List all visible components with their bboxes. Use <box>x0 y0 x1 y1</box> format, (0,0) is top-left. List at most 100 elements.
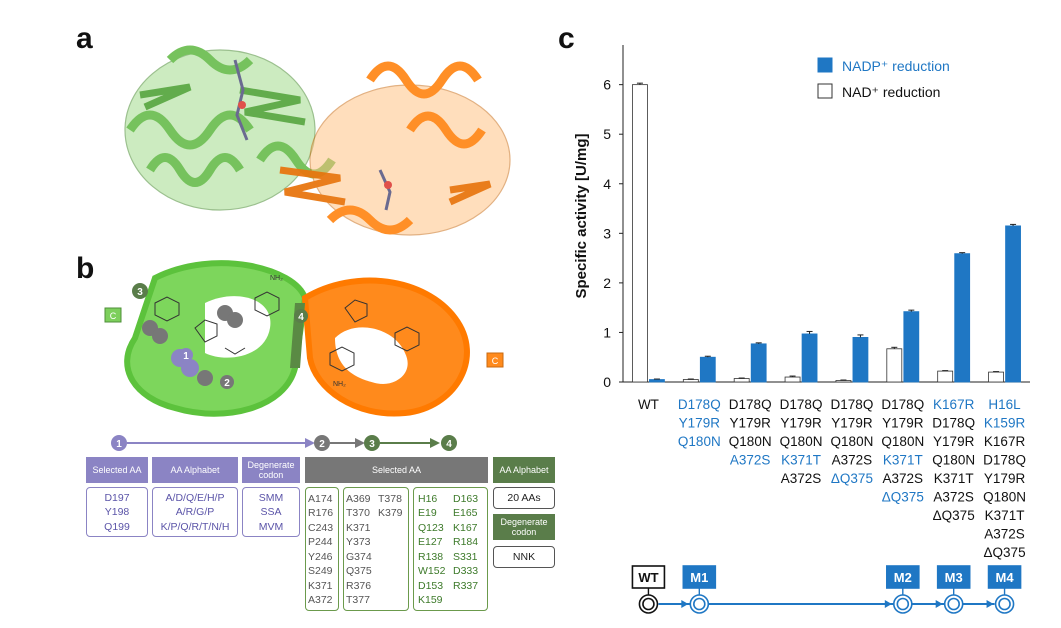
variant-mutation-label: Y179R <box>882 416 924 431</box>
legend-nad-swatch <box>817 83 833 99</box>
step4-residue: E127 <box>418 536 443 549</box>
lineage-node-inner <box>947 597 960 611</box>
step2-residue: C243 <box>308 521 334 534</box>
c-terminus-right-label: C <box>492 356 499 366</box>
step2-residue: A372 <box>308 594 333 607</box>
step4-residue: H16 <box>418 493 438 505</box>
variant-mutation-label: A372S <box>832 453 873 468</box>
header-degenerate-codon-right: Degenerate codon <box>493 514 555 540</box>
lineage-badge <box>886 565 920 589</box>
y-tick-label: 2 <box>603 275 611 291</box>
lineage-node-inner <box>693 597 706 611</box>
variant-mutation-label: D178Q <box>983 453 1026 468</box>
step1-selected-aa: D197 <box>104 492 130 504</box>
lineage-node-inner <box>998 597 1011 611</box>
nadp-bar <box>903 311 920 383</box>
step4-residue: R184 <box>453 536 479 549</box>
step2-residue: K371 <box>308 579 333 592</box>
step2-box: A174 R176 C243 P244 Y246 S249 K371 A372 <box>305 487 339 611</box>
variant-mutation-label: D178Q <box>729 397 772 412</box>
variant-mutation-label: K167R <box>984 434 1026 449</box>
variant-mutation-label: D178Q <box>881 397 924 412</box>
lineage-badge-label: M4 <box>996 570 1015 585</box>
chart-legend: NADP⁺ reduction NAD⁺ reduction <box>817 57 950 100</box>
step-3-label: 3 <box>369 439 375 450</box>
step-2-circle <box>314 435 330 451</box>
step-1-label: 1 <box>116 439 122 450</box>
nad-bar <box>937 370 954 383</box>
codon-nnk-box: NNK <box>493 546 555 568</box>
nadp-bar <box>649 379 665 383</box>
step4-residue: W152 <box>418 565 446 578</box>
variant-mutation-label: Q180N <box>983 490 1026 505</box>
y-axis-label: Specific activity [U/mg] <box>573 133 590 298</box>
step-4-label: 4 <box>446 439 452 450</box>
step4-residue: R337 <box>453 579 479 592</box>
lineage-node-inner <box>896 597 910 611</box>
chart-bars <box>632 82 1021 383</box>
lineage-arrowhead <box>681 600 689 608</box>
variant-mutation-label: K371T <box>883 453 923 468</box>
c-terminus-right-badge <box>486 352 504 368</box>
lineage-node-inner <box>642 597 655 611</box>
lineage-badge <box>682 565 717 589</box>
lineage-badge-label: M1 <box>690 570 708 585</box>
variant-mutation-label: K371T <box>934 471 974 486</box>
step1-alphabet: A/D/Q/E/H/P <box>165 492 225 504</box>
variant-mutation-label: Q180N <box>729 434 772 449</box>
variant-mutation-label: Y179R <box>730 416 772 431</box>
y-tick-label: 1 <box>603 324 611 340</box>
lineage-diagram: WT M1 M2 M3 M4 <box>631 565 1022 614</box>
cofactor-binding-illustration: C C 3 1 2 4 NH₂ NH₂ <box>104 260 504 417</box>
nadp-bar <box>1005 225 1021 383</box>
step4-residue: D153 <box>418 579 444 592</box>
step2-residue: R176 <box>308 507 334 520</box>
step1-selected-aa: Q199 <box>104 520 130 533</box>
variant-mutation-label: A372S <box>933 490 974 505</box>
step1-alphabet-box: A/D/Q/E/H/P A/R/G/P K/P/Q/R/T/N/H <box>152 487 238 537</box>
step1-alphabet: K/P/Q/R/T/N/H <box>160 520 230 533</box>
variant-mutation-label: K167R <box>933 397 975 412</box>
step2-residue: S249 <box>308 565 333 578</box>
site-3-label: 3 <box>137 287 143 298</box>
step3-residue: Q375 <box>346 565 372 578</box>
nh2-label-bottom: NH₂ <box>333 381 346 388</box>
step1-codon: SMM <box>258 492 284 504</box>
nadp-bar <box>801 333 818 383</box>
variant-mutation-label: Y179R <box>933 434 975 449</box>
variant-mutation-label: Y179R <box>679 416 721 431</box>
c-terminus-left-badge <box>104 307 122 323</box>
nad-bar <box>733 378 750 383</box>
y-tick-label: 3 <box>603 225 611 241</box>
legend-nad-label: NAD⁺ reduction <box>842 84 940 100</box>
protein-structure-image <box>124 45 511 236</box>
step3-residue: T378 <box>378 493 402 505</box>
lineage-arrowhead <box>884 600 892 608</box>
step3-residue: Y373 <box>346 536 371 549</box>
lineage-arrowhead <box>935 600 943 608</box>
lineage-badge <box>987 565 1022 589</box>
step4-residue: K159 <box>418 594 443 607</box>
nadp-bar <box>750 343 767 383</box>
lineage-badge <box>631 565 666 589</box>
step-4-circle <box>441 435 457 451</box>
y-tick-label: 0 <box>603 374 611 390</box>
workflow-arrows: 1 2 3 4 <box>111 435 457 451</box>
variant-mutation-label: K371T <box>781 453 821 468</box>
variant-mutation-label: K371T <box>985 508 1025 523</box>
step3-residue: T370 <box>346 507 370 520</box>
lineage-badge-label: M3 <box>945 570 963 585</box>
variant-mutation-label: ΔQ375 <box>882 490 924 505</box>
site-2-label: 2 <box>224 378 230 389</box>
variant-labels: WT D178Q Y179R Q180N D178Q Y179R Q180N A372S D17… <box>638 397 1026 560</box>
nad-bar <box>682 379 699 383</box>
legend-nadp-label: NADP⁺ reduction <box>842 58 950 74</box>
variant-mutation-label: Q180N <box>831 434 874 449</box>
variant-mutation-label: H16L <box>988 397 1021 412</box>
nadp-bar <box>954 253 971 383</box>
step3-residue: T377 <box>346 594 370 607</box>
step-3-circle <box>364 435 380 451</box>
variant-mutation-label: Q180N <box>678 434 721 449</box>
step4-box: H16 E19 Q123 E127 R138 W152 D153 K159 D1… <box>413 487 488 611</box>
site-1-label: 1 <box>183 351 189 362</box>
